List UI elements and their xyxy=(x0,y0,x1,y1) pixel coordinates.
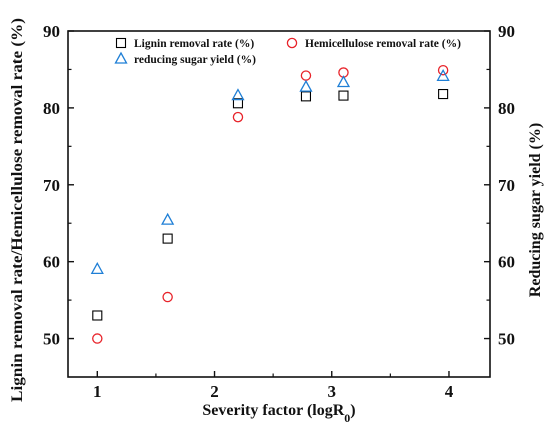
data-points xyxy=(90,64,450,344)
data-point-square xyxy=(300,91,312,102)
axis-ticks xyxy=(68,30,490,377)
x-tick-label: 4 xyxy=(445,382,454,401)
data-point-square xyxy=(92,310,103,321)
y-tick-label: 50 xyxy=(43,330,60,349)
data-point-square xyxy=(232,98,244,109)
y2-tick-label: 60 xyxy=(498,253,515,272)
legend-label: Lignin removal rate (%) xyxy=(134,38,254,50)
y2-tick-label: 50 xyxy=(498,330,515,349)
data-point-circle xyxy=(300,70,312,81)
data-point-circle xyxy=(437,64,449,76)
y-tick-label: 80 xyxy=(43,99,60,118)
data-point-triangle xyxy=(231,88,245,101)
data-point-triangle xyxy=(299,79,313,92)
data-point-triangle xyxy=(161,212,175,225)
y-tick-label: 60 xyxy=(43,253,60,272)
legend-marker-square xyxy=(115,37,127,49)
data-point-triangle xyxy=(336,75,351,88)
data-point-circle xyxy=(232,111,244,123)
data-point-triangle xyxy=(436,69,450,82)
data-point-triangle xyxy=(90,262,104,275)
x-tick-label: 3 xyxy=(328,382,337,401)
y2-tick-label: 80 xyxy=(498,99,515,118)
y2-tick-label: 90 xyxy=(498,22,515,41)
y-tick-label: 90 xyxy=(43,22,60,41)
x-tick-label: 1 xyxy=(93,382,102,401)
y2-axis-title: Reducing sugar yield (%) xyxy=(527,123,544,297)
tick-labels: 1 2 3 4 50 60 70 80 90 50 60 70 80 90 xyxy=(43,22,515,401)
y-tick-label: 70 xyxy=(43,176,60,195)
legend-marker-triangle xyxy=(114,51,128,64)
data-point-circle xyxy=(162,291,173,303)
data-point-circle xyxy=(92,333,103,344)
data-point-square xyxy=(438,88,449,100)
y2-tick-label: 70 xyxy=(498,176,515,195)
data-point-square xyxy=(338,90,349,101)
data-point-square xyxy=(162,233,173,244)
legend-label: Hemicellulose removal rate (%) xyxy=(305,38,461,50)
legend: Lignin removal rate (%) Hemicellulose rem… xyxy=(114,37,461,66)
y-axis-title: Lignin removal rate/Hemicellulose remova… xyxy=(9,18,26,402)
legend-marker-circle xyxy=(286,37,298,49)
plot-frame xyxy=(67,30,491,378)
legend-label: reducing sugar yield (%) xyxy=(134,54,256,66)
x-axis-title: Severity factor (logR0) xyxy=(202,402,355,425)
x-tick-label: 2 xyxy=(210,382,219,401)
